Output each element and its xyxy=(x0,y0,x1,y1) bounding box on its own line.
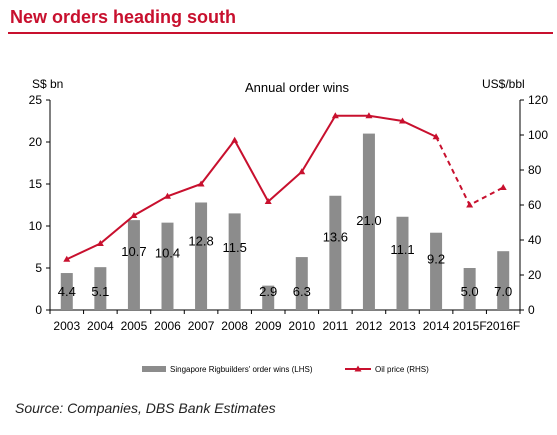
bar xyxy=(329,195,342,310)
oil-price-marker xyxy=(96,240,104,246)
oil-price-marker xyxy=(499,184,507,190)
bar xyxy=(60,273,73,310)
bar-value-label: 5.0 xyxy=(461,284,479,299)
bar-value-label: 7.0 xyxy=(494,284,512,299)
bar xyxy=(94,267,107,310)
legend-label-line: Oil price (RHS) xyxy=(375,365,429,374)
chart-marks: 0 5 10 15 20 25 0 20 40 60 80 100 120 2003 2004 2005 200… xyxy=(29,93,549,333)
oil-price-marker xyxy=(264,198,272,204)
right-tick-label: 60 xyxy=(528,198,542,212)
right-tick-label: 40 xyxy=(528,233,542,247)
bar xyxy=(161,222,174,310)
left-tick-label: 5 xyxy=(35,261,42,275)
bar-value-label: 13.6 xyxy=(323,229,348,244)
legend-label-bars: Singapore Rigbuilders' order wins (LHS) xyxy=(170,365,313,374)
oil-price-line-forecast xyxy=(435,136,504,207)
oil-price-marker xyxy=(231,136,239,143)
x-tick-label: 2016F xyxy=(486,319,520,333)
bar xyxy=(463,268,476,310)
bar-value-label: 2.9 xyxy=(259,284,277,299)
bar-value-label: 11.5 xyxy=(222,240,246,255)
bar-value-label: 9.2 xyxy=(427,252,445,267)
legend-swatch-marker xyxy=(354,365,362,372)
bar-value-label: 10.4 xyxy=(155,246,180,261)
bar xyxy=(195,202,208,310)
oil-price-marker xyxy=(164,192,171,199)
bar xyxy=(228,213,241,310)
right-tick-label: 20 xyxy=(528,268,542,282)
bar-value-label: 6.3 xyxy=(293,284,311,299)
bar xyxy=(396,216,409,310)
right-tick-label: 100 xyxy=(528,128,548,142)
bar xyxy=(430,232,443,310)
left-tick-label: 25 xyxy=(29,93,43,107)
x-tick-label: 2011 xyxy=(322,319,348,333)
source-note: Source: Companies, DBS Bank Estimates xyxy=(15,400,276,416)
oil-price-marker xyxy=(63,255,71,262)
x-tick-label: 2009 xyxy=(255,319,282,333)
bar xyxy=(497,251,510,310)
oil-price-marker xyxy=(466,201,474,208)
x-tick-label: 2004 xyxy=(87,319,114,333)
bar-value-label: 12.8 xyxy=(188,233,213,248)
chart-title: Annual order wins xyxy=(245,80,350,95)
bar-value-label: 5.1 xyxy=(91,284,109,299)
bar xyxy=(262,285,275,310)
bar xyxy=(295,257,308,310)
page-heading: New orders heading south xyxy=(10,7,237,27)
x-tick-label: 2014 xyxy=(423,319,450,333)
x-tick-label: 2007 xyxy=(188,319,215,333)
x-tick-label: 2012 xyxy=(356,319,383,333)
left-tick-label: 15 xyxy=(29,177,43,191)
oil-price-marker xyxy=(298,168,306,175)
bar xyxy=(362,133,375,310)
x-tick-label: 2005 xyxy=(121,319,148,333)
oil-price-marker xyxy=(399,117,406,124)
bar xyxy=(127,220,140,310)
left-tick-label: 20 xyxy=(29,135,43,149)
x-tick-label: 2010 xyxy=(288,319,315,333)
oil-price-marker xyxy=(130,212,138,218)
oil-price-marker xyxy=(365,112,373,119)
oil-price-line xyxy=(66,114,437,261)
heading-rule xyxy=(8,32,553,34)
bar-value-label: 21.0 xyxy=(356,213,381,228)
left-tick-label: 0 xyxy=(35,303,42,317)
order-wins-chart: Annual order wins S$ bn US$/bbl 0 5 10 15 20… xyxy=(29,77,549,374)
left-tick-label: 10 xyxy=(29,219,43,233)
right-tick-label: 120 xyxy=(528,93,548,107)
x-tick-label: 2008 xyxy=(221,319,248,333)
x-tick-label: 2006 xyxy=(154,319,181,333)
left-axis-label: S$ bn xyxy=(32,77,63,91)
x-tick-label: 2003 xyxy=(53,319,80,333)
x-tick-label: 2013 xyxy=(389,319,416,333)
oil-price-marker xyxy=(432,133,440,140)
legend: Singapore Rigbuilders' order wins (LHS) … xyxy=(142,365,429,374)
bar-value-label: 10.7 xyxy=(121,244,146,259)
legend-swatch-bars xyxy=(142,366,166,372)
x-tick-label: 2015F xyxy=(453,319,487,333)
bar-value-label: 4.4 xyxy=(58,284,76,299)
oil-price-marker xyxy=(197,180,205,187)
right-tick-label: 0 xyxy=(528,303,535,317)
oil-price-marker xyxy=(331,112,339,119)
right-axis-label: US$/bbl xyxy=(482,77,525,91)
right-tick-label: 80 xyxy=(528,163,542,177)
bar-value-label: 11.1 xyxy=(390,242,414,257)
